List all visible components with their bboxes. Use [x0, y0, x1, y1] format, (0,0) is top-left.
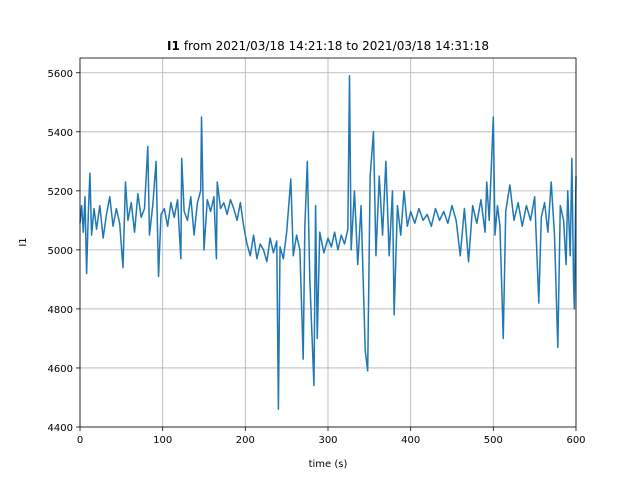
y-axis-label: I1 — [18, 237, 29, 246]
y-tick-label: 4400 — [48, 423, 73, 434]
plot-frame — [79, 57, 577, 428]
y-tick-label: 5400 — [48, 128, 73, 139]
data-line — [79, 74, 577, 411]
x-tick-label: 600 — [566, 435, 585, 446]
x-tick-label: 500 — [484, 435, 503, 446]
x-tick-label: 100 — [153, 435, 172, 446]
y-tick-label: 5200 — [48, 187, 73, 198]
x-tick-label: 200 — [236, 435, 255, 446]
y-tick-label: 5000 — [48, 246, 73, 257]
y-tick-label: 4800 — [48, 305, 73, 316]
chart-title-bold: I1 — [167, 39, 180, 53]
x-tick-label: 0 — [77, 435, 83, 446]
chart-title-group: I1 from 2021/03/18 14:21:18 to 2021/03/18… — [167, 39, 489, 53]
y-tick-label: 5600 — [48, 69, 73, 80]
y-tick-label: 4600 — [48, 364, 73, 375]
x-tick-label: 400 — [401, 435, 420, 446]
x-axis-label: time (s) — [309, 459, 348, 470]
chart-title: from 2021/03/18 14:21:18 to 2021/03/18 1… — [184, 39, 489, 53]
x-tick-label: 300 — [318, 435, 337, 446]
